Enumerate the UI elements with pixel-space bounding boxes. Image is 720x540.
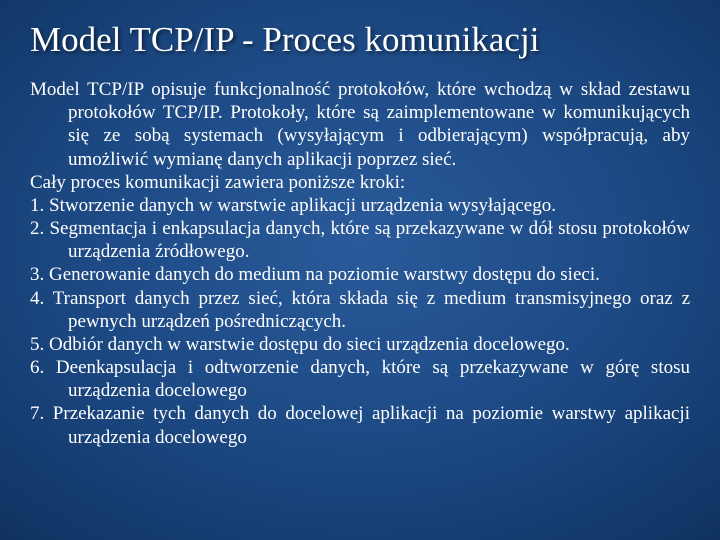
slide: Model TCP/IP - Proces komunikacji Model … — [0, 0, 720, 540]
steps-heading: Cały proces komunikacji zawiera poniższe… — [30, 171, 690, 194]
step-4: 4. Transport danych przez sieć, która sk… — [30, 287, 690, 333]
step-1: 1. Stworzenie danych w warstwie aplikacj… — [30, 194, 690, 217]
step-7: 7. Przekazanie tych danych do docelowej … — [30, 402, 690, 448]
intro-paragraph: Model TCP/IP opisuje funkcjonalność prot… — [30, 78, 690, 171]
slide-content: Model TCP/IP opisuje funkcjonalność prot… — [30, 78, 690, 449]
slide-title: Model TCP/IP - Proces komunikacji — [30, 20, 690, 60]
step-3: 3. Generowanie danych do medium na pozio… — [30, 263, 690, 286]
step-6: 6. Deenkapsulacja i odtworzenie danych, … — [30, 356, 690, 402]
step-5: 5. Odbiór danych w warstwie dostępu do s… — [30, 333, 690, 356]
step-2: 2. Segmentacja i enkapsulacja danych, kt… — [30, 217, 690, 263]
